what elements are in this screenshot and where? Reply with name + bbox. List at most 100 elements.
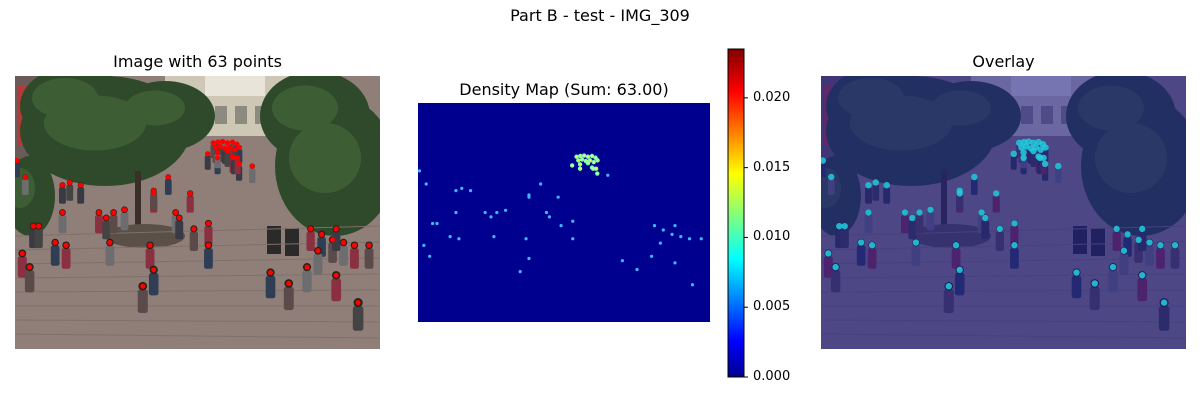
overlay-density-spot: [956, 187, 963, 194]
annotation-point: [30, 223, 36, 229]
annotation-point: [165, 174, 171, 180]
annotation-point: [191, 226, 197, 232]
overlay-density-spot: [1030, 147, 1037, 155]
colorbar-graphic: [727, 48, 748, 378]
overlay-density-spot: [1020, 154, 1027, 162]
density-blob: [571, 237, 575, 241]
annotation-point: [220, 138, 226, 145]
colorbar-tick-label: 0.005: [753, 299, 791, 315]
density-blob: [699, 237, 703, 241]
overlay-density-spot: [1010, 150, 1017, 158]
annotation-point: [319, 231, 325, 237]
annotation-point: [205, 151, 211, 157]
density-blob: [492, 234, 496, 239]
colorbar-tick-label: 0.010: [753, 229, 791, 245]
overlay-density-spot: [996, 225, 1004, 233]
annotation-point: [36, 223, 42, 229]
colorbar-gradient: [727, 48, 745, 378]
overlay-density-spot: [825, 250, 832, 257]
overlay-density-spot: [821, 157, 827, 164]
annotation-point: [110, 209, 117, 216]
annotation-point: [151, 188, 157, 194]
annotation-point: [205, 242, 212, 248]
annotation-point: [215, 139, 221, 145]
annotation-point: [212, 144, 218, 151]
density-blob: [454, 210, 458, 215]
density-blob: [606, 173, 610, 177]
overlay-density-spot: [1073, 269, 1080, 276]
annotation-point: [140, 283, 146, 289]
overlay-density-spot: [1113, 225, 1120, 233]
annotation-point: [205, 220, 212, 227]
annotation-point: [15, 158, 20, 164]
overlay-density-spot: [952, 242, 960, 249]
overlay-density-spot: [1139, 225, 1146, 233]
density-blob: [460, 186, 464, 191]
overlay-density-spot: [836, 222, 843, 230]
density-blob: [428, 254, 432, 258]
overlay-density-spot: [982, 214, 989, 222]
overlay-density-spot: [993, 190, 1000, 197]
density-blob: [527, 193, 531, 197]
annotation-point: [107, 239, 113, 246]
density-background: [418, 103, 710, 322]
overlay-density-spot: [1171, 242, 1179, 249]
density-blob: [435, 221, 439, 226]
density-blob: [635, 267, 639, 272]
annotation-point: [103, 215, 109, 221]
annotation-point: [78, 182, 84, 188]
annotation-point: [267, 269, 274, 276]
colorbar-tick-label: 0.000: [753, 369, 791, 380]
annotation-point: [176, 215, 182, 221]
density-blob: [431, 221, 435, 226]
annotation-point: [236, 161, 242, 167]
overlay-density-spot: [971, 173, 978, 181]
overlay-density-spot: [1042, 144, 1049, 151]
panel-title-image: Image with 63 points: [113, 52, 282, 71]
annotation-point: [232, 147, 238, 153]
colorbar-tick-label: 0.020: [753, 89, 791, 105]
colorbar-tick-label: 0.015: [753, 159, 791, 175]
density-blob: [687, 237, 692, 241]
density-blob: [518, 270, 522, 274]
density-blob: [495, 210, 499, 215]
annotation-point: [210, 140, 216, 146]
annotation-point: [63, 242, 69, 248]
annotation-point: [224, 140, 231, 146]
density-blob: [556, 195, 560, 199]
density-blob: [422, 243, 426, 247]
annotation-point: [27, 264, 33, 270]
density-blob: [661, 228, 665, 232]
annotation-point: [329, 237, 336, 243]
overlay-density-spot: [1020, 149, 1027, 156]
overlay-density-spot: [909, 214, 916, 222]
density-blob: [483, 210, 487, 215]
panel-title-overlay: Overlay: [972, 52, 1035, 71]
overlay-density-spot: [865, 182, 872, 189]
annotation-point: [308, 226, 314, 232]
annotation-point: [187, 190, 193, 196]
overlay-density-spot: [945, 283, 952, 290]
density-map: [418, 103, 710, 322]
annotation-point: [224, 148, 231, 154]
density-blob: [489, 215, 493, 219]
annotation-point: [121, 207, 128, 213]
annotation-point: [340, 239, 347, 246]
density-blob: [418, 169, 422, 173]
density-blob: [544, 210, 549, 215]
annotation-point: [249, 163, 255, 169]
overlay-density-spot: [1139, 272, 1146, 279]
annotation-point: [214, 149, 221, 156]
annotation-point: [286, 280, 292, 287]
overlay-density-spot: [1011, 242, 1018, 249]
annotation-point: [173, 209, 179, 216]
overlay-density-spot: [1091, 280, 1098, 287]
overlay-density-spot: [865, 209, 872, 216]
density-blob: [673, 224, 677, 228]
image-with-points-panel: [15, 76, 380, 349]
overlay-density-spot: [978, 209, 985, 216]
overlay-density-spot: [912, 239, 920, 246]
overlay-density-spot: [1109, 263, 1117, 271]
density-blob: [527, 195, 531, 199]
annotation-point: [333, 226, 339, 232]
